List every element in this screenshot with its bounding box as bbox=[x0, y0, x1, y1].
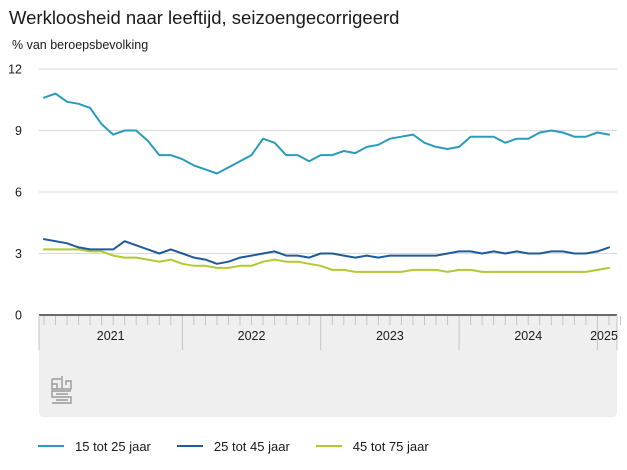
logo-part bbox=[51, 378, 61, 390]
y-tick-labels: 0 3 6 9 12 bbox=[8, 63, 22, 323]
series-line bbox=[43, 248, 610, 273]
legend-item: 15 tot 25 jaar bbox=[38, 439, 151, 454]
logo-part bbox=[61, 376, 72, 390]
legend-swatch bbox=[315, 444, 342, 448]
x-tick-label: 2022 bbox=[238, 329, 266, 343]
y-tick-label: 0 bbox=[15, 309, 22, 323]
series-lines bbox=[43, 92, 610, 273]
x-tick-label: 2023 bbox=[376, 329, 404, 343]
series-line bbox=[43, 92, 610, 175]
legend-item: 25 tot 45 jaar bbox=[176, 438, 290, 454]
x-axis-panel bbox=[39, 315, 617, 417]
line-chart: 0 3 6 9 12 2021 2022 2023 2024 2025 bbox=[8, 63, 621, 417]
chart-title: Werkloosheid naar leeftijd, seizoengecor… bbox=[9, 7, 400, 28]
y-axis-unit-label: % van beroepsbevolking bbox=[12, 38, 149, 52]
legend-item: 45 tot 75 jaar bbox=[315, 438, 429, 454]
legend-swatch bbox=[176, 444, 203, 448]
cbs-logo-icon bbox=[51, 376, 72, 404]
legend-label: 15 tot 25 jaar bbox=[75, 438, 151, 454]
logo-part bbox=[51, 390, 72, 404]
y-tick-label: 3 bbox=[15, 247, 22, 261]
series-line bbox=[43, 238, 610, 265]
x-axis: 2021 2022 2023 2024 2025 bbox=[38, 314, 621, 350]
y-tick-label: 6 bbox=[15, 186, 22, 200]
y-tick-label: 9 bbox=[15, 124, 22, 138]
axis-background bbox=[39, 315, 617, 417]
x-tick-label: 2025 bbox=[590, 329, 618, 343]
legend-swatch bbox=[38, 444, 64, 448]
legend: 15 tot 25 jaar 25 tot 45 jaar 45 tot 75 ja… bbox=[38, 437, 455, 455]
x-tick-label: 2021 bbox=[97, 329, 125, 343]
legend-label: 25 tot 45 jaar bbox=[213, 438, 290, 454]
y-tick-label: 12 bbox=[8, 63, 22, 77]
x-tick-label: 2024 bbox=[514, 329, 542, 343]
legend-label: 45 tot 75 jaar bbox=[352, 438, 429, 454]
gridlines bbox=[39, 68, 617, 254]
